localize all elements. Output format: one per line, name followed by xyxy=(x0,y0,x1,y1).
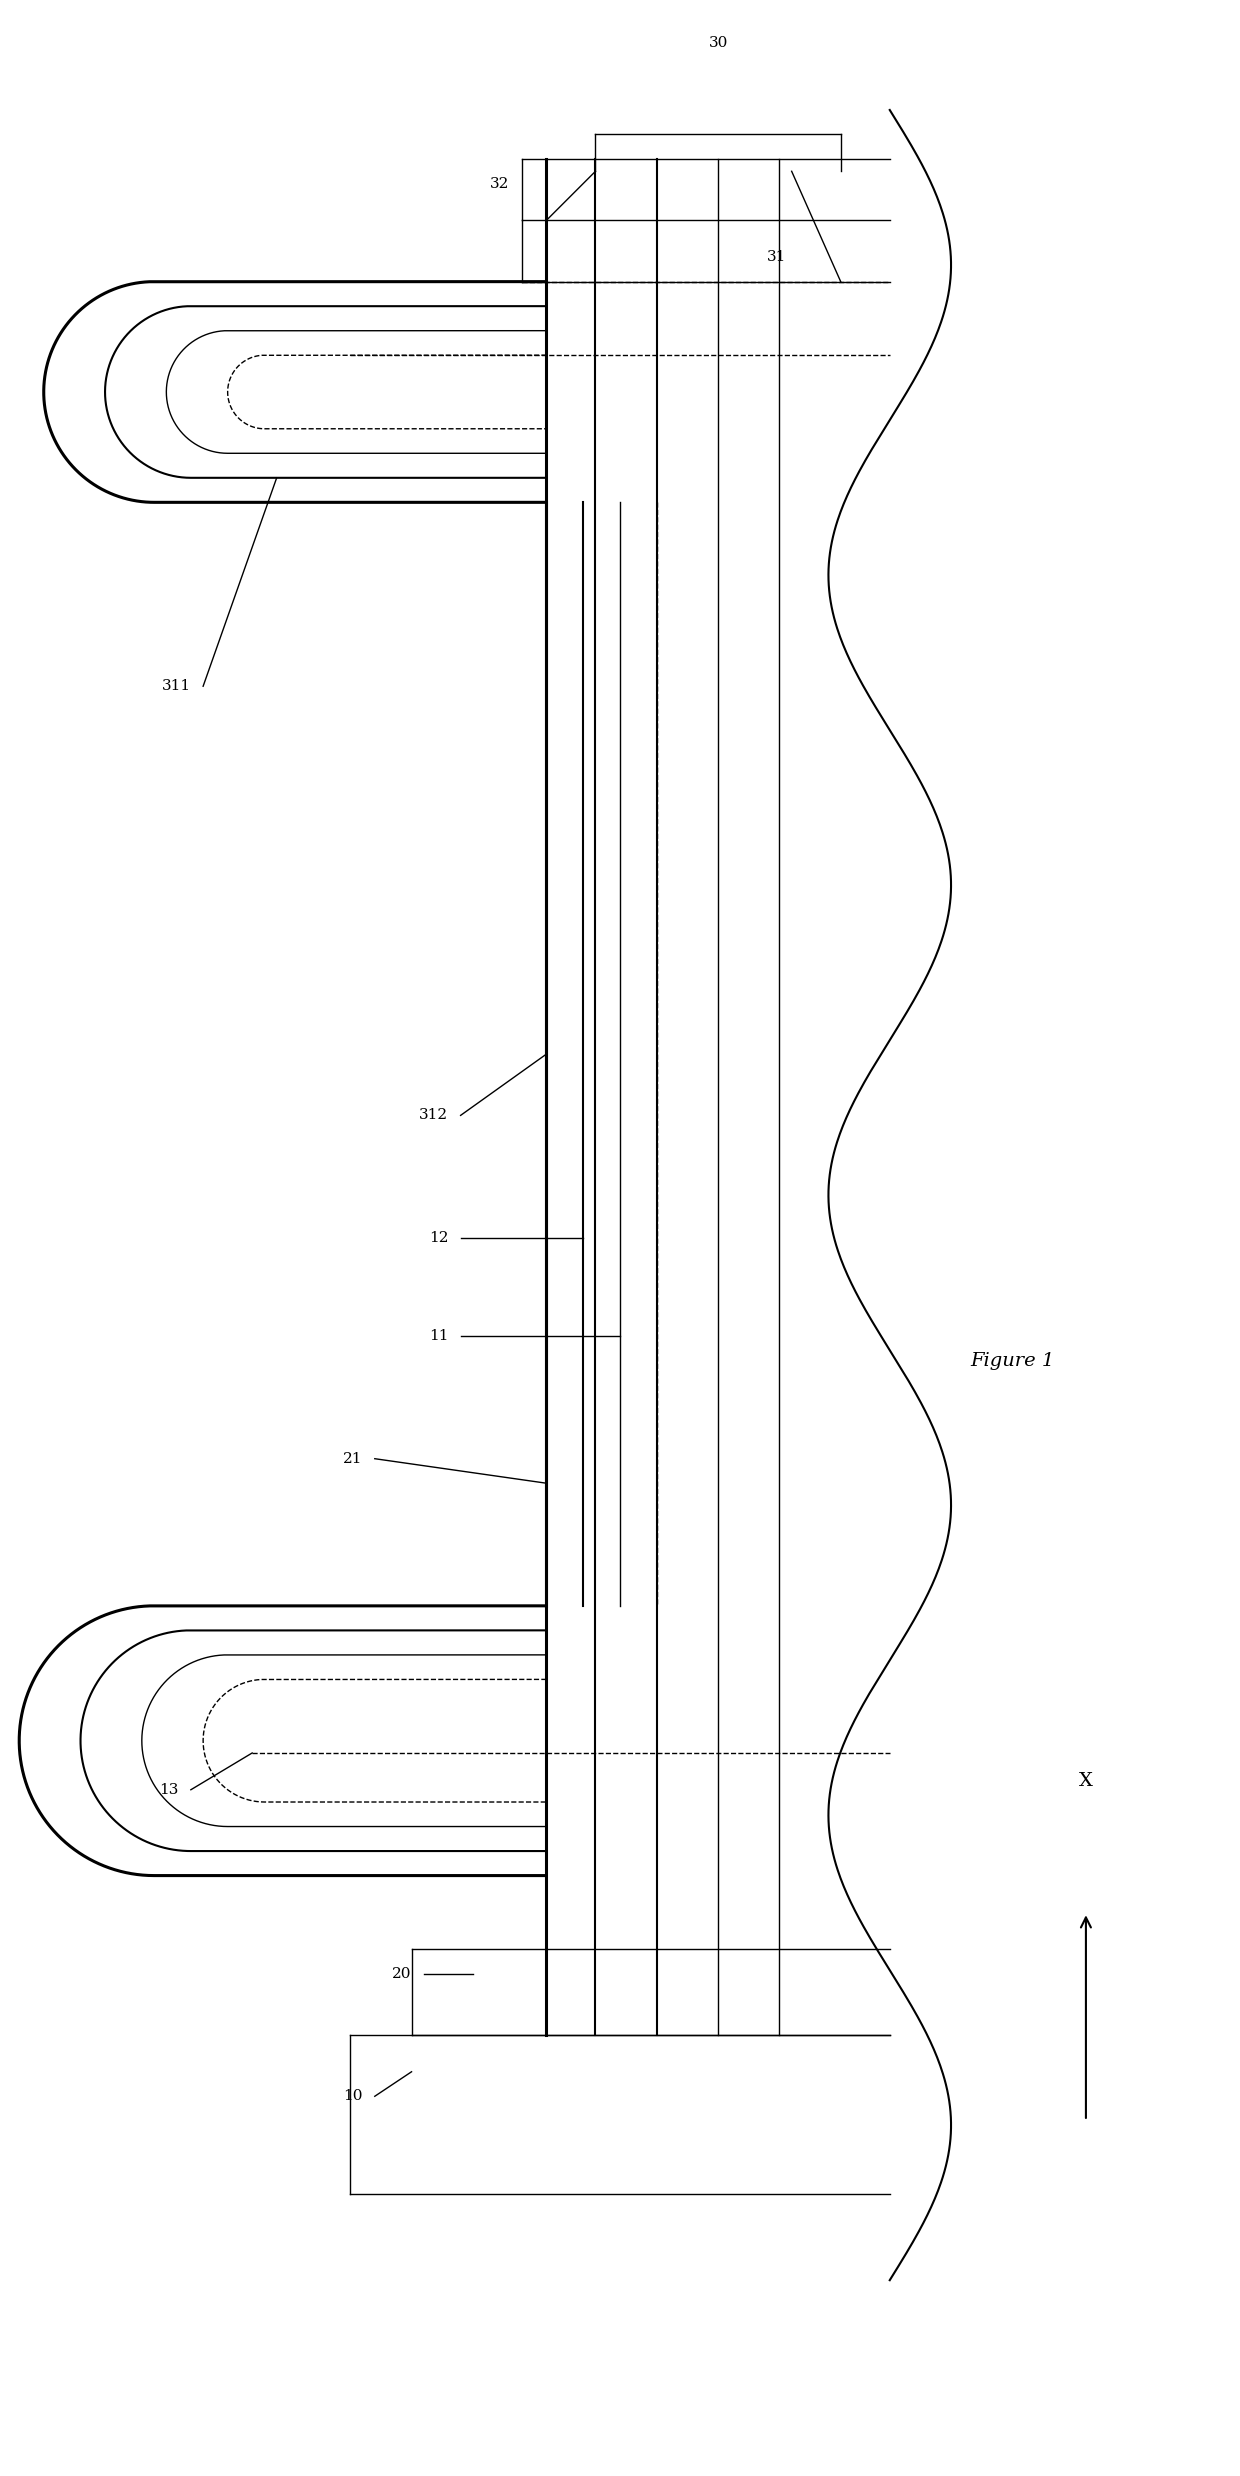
Text: Figure 1: Figure 1 xyxy=(970,1352,1054,1369)
Text: 31: 31 xyxy=(768,250,786,265)
Text: 312: 312 xyxy=(419,1109,449,1122)
Text: 21: 21 xyxy=(343,1451,362,1466)
Text: 311: 311 xyxy=(161,678,191,693)
Text: 11: 11 xyxy=(429,1330,449,1342)
Text: 32: 32 xyxy=(490,176,510,191)
Text: 20: 20 xyxy=(392,1966,412,1981)
Text: 12: 12 xyxy=(429,1231,449,1245)
Text: X: X xyxy=(1079,1773,1092,1790)
Text: 10: 10 xyxy=(343,2090,362,2102)
Text: 13: 13 xyxy=(159,1783,179,1798)
Text: 30: 30 xyxy=(708,37,728,50)
